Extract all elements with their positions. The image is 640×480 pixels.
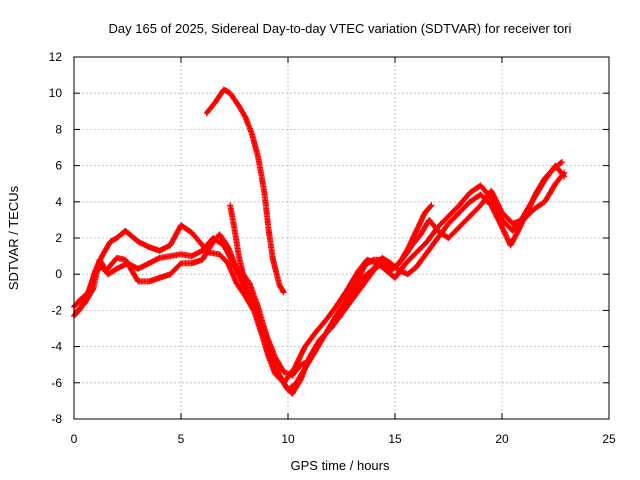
data-points [71, 86, 568, 397]
y-tick-label: 4 [55, 195, 62, 209]
y-tick-label: 2 [55, 231, 62, 245]
y-tick-label: -4 [51, 340, 62, 354]
y-tick-label: 0 [55, 267, 62, 281]
y-tick-label: 6 [55, 159, 62, 173]
y-tick-label: 10 [49, 86, 63, 100]
y-tick-label: 8 [55, 122, 62, 136]
grid [73, 56, 610, 420]
chart-title: Day 165 of 2025, Sidereal Day-to-day VTE… [109, 21, 572, 36]
y-axis-label: SDTVAR / TECUs [6, 185, 21, 290]
plus-markers [203, 86, 287, 296]
x-tick-label: 10 [281, 432, 295, 446]
y-tick-label: -6 [51, 376, 62, 390]
plot-frame [73, 56, 610, 420]
x-tick-label: 15 [388, 432, 402, 446]
series-trace [203, 86, 287, 296]
y-tick-label: 12 [49, 50, 63, 64]
x-axis-label: GPS time / hours [291, 458, 390, 473]
axis-ticks: 0 5 10 15 20 25 -8 -6 -4 -2 0 2 4 6 8 10 12 [49, 50, 616, 446]
x-tick-label: 5 [178, 432, 185, 446]
plus-markers [336, 202, 435, 321]
y-tick-label: -8 [51, 412, 62, 426]
plus-markers [227, 202, 313, 379]
x-tick-label: 0 [71, 432, 78, 446]
series-trace [336, 202, 435, 321]
y-tick-label: -2 [51, 303, 62, 317]
series-trace [227, 202, 313, 379]
x-tick-label: 20 [495, 432, 509, 446]
x-tick-label: 25 [602, 432, 616, 446]
